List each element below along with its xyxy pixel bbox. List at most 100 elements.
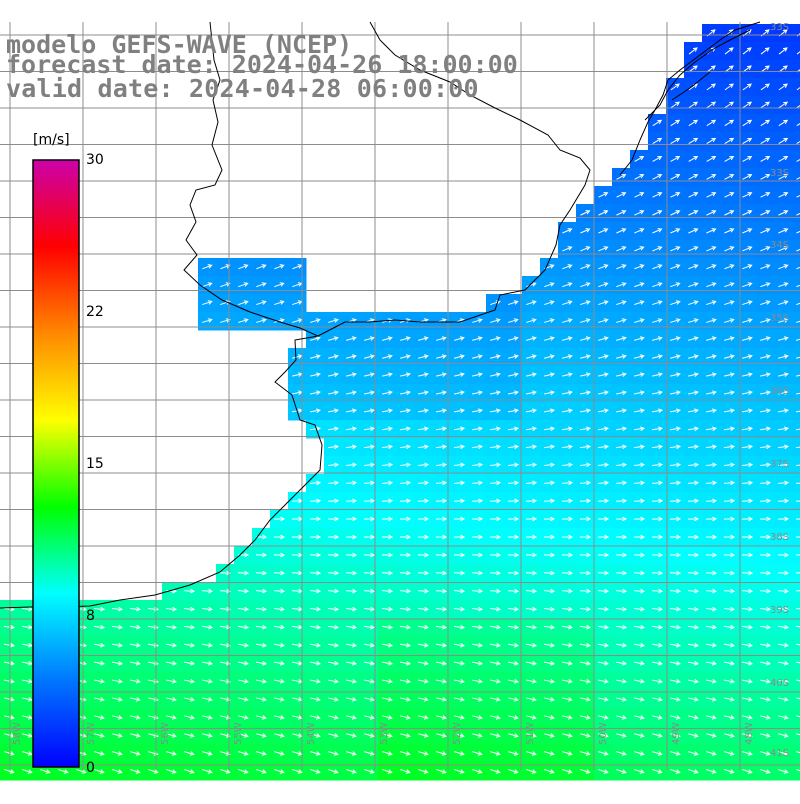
wind-arrow xyxy=(363,534,376,540)
wind-arrow xyxy=(778,751,789,756)
wind-arrow xyxy=(633,534,646,540)
wind-arrow xyxy=(508,733,519,738)
wind-arrow xyxy=(165,642,177,648)
wind-arrow xyxy=(651,660,663,666)
wind-arrow xyxy=(310,697,321,702)
wind-arrow xyxy=(760,65,770,73)
wind-arrow xyxy=(543,462,556,468)
wind-arrow xyxy=(400,336,411,341)
wind-arrow xyxy=(615,480,628,486)
wind-arrow xyxy=(724,354,735,359)
wind-arrow xyxy=(705,588,718,594)
wind-arrow xyxy=(742,156,753,162)
wind-arrow xyxy=(345,679,357,684)
wind-arrow xyxy=(238,751,249,756)
wind-arrow xyxy=(598,300,609,306)
wind-arrow xyxy=(579,642,591,648)
wind-arrow xyxy=(616,715,627,720)
wind-arrow xyxy=(669,390,681,395)
wind-arrow xyxy=(382,697,393,702)
wind-arrow xyxy=(597,534,610,540)
wind-arrow xyxy=(634,354,645,359)
wind-arrow xyxy=(345,462,358,468)
wind-arrow xyxy=(615,642,627,648)
wind-arrow xyxy=(742,210,753,216)
wind-arrow xyxy=(525,444,537,450)
wind-arrow xyxy=(742,697,753,702)
wind-arrow xyxy=(237,679,249,684)
wind-arrow xyxy=(436,372,447,377)
wind-arrow xyxy=(669,408,681,414)
wind-arrow xyxy=(616,354,627,359)
wind-arrow xyxy=(616,751,627,756)
wind-arrow xyxy=(346,751,357,756)
wind-arrow xyxy=(652,119,663,127)
field-cell xyxy=(792,168,800,187)
wind-arrow xyxy=(489,606,502,612)
wind-arrow xyxy=(777,679,789,684)
wind-arrow xyxy=(598,318,609,323)
wind-arrow xyxy=(345,498,358,504)
wind-arrow xyxy=(454,697,465,702)
wind-arrow xyxy=(472,751,483,756)
wind-arrow xyxy=(130,768,141,774)
wind-arrow xyxy=(435,390,447,395)
wind-arrow xyxy=(742,751,753,756)
wind-arrow xyxy=(616,372,627,377)
wind-arrow xyxy=(327,390,339,395)
lon-label-54w: 54W xyxy=(306,722,317,745)
wind-arrow xyxy=(543,408,555,414)
wind-arrow xyxy=(741,642,753,648)
lon-label-55w: 55W xyxy=(233,722,244,745)
wind-arrow xyxy=(706,282,717,288)
wind-arrow xyxy=(562,282,573,288)
wind-arrow xyxy=(723,426,735,432)
wind-arrow xyxy=(489,588,502,594)
wind-arrow xyxy=(543,660,555,666)
wind-arrow xyxy=(490,768,501,774)
wind-arrow xyxy=(489,642,501,648)
wind-arrow xyxy=(327,498,340,504)
wind-arrow xyxy=(327,408,339,414)
wind-arrow xyxy=(579,408,591,414)
wind-arrow xyxy=(111,660,123,666)
wind-arrow xyxy=(543,588,556,594)
wind-arrow xyxy=(669,606,682,612)
wind-arrow xyxy=(219,660,231,666)
wind-arrow xyxy=(273,588,286,594)
wind-arrow xyxy=(634,768,645,774)
wind-arrow xyxy=(724,65,734,73)
wind-arrow xyxy=(562,697,573,702)
wind-arrow xyxy=(94,751,105,756)
wind-arrow xyxy=(400,715,411,720)
wind-arrow xyxy=(796,212,800,216)
wind-arrow xyxy=(364,372,375,377)
wind-arrow xyxy=(759,624,772,630)
wind-arrow xyxy=(111,606,124,612)
wind-arrow xyxy=(525,498,538,504)
wind-arrow xyxy=(579,516,592,522)
wind-arrow xyxy=(202,300,213,306)
wind-arrow xyxy=(777,426,789,432)
wind-arrow xyxy=(256,733,267,738)
wind-arrow xyxy=(184,768,195,774)
wind-arrow xyxy=(112,751,123,756)
wind-arrow xyxy=(652,715,663,720)
wind-arrow xyxy=(688,192,699,198)
wind-arrow xyxy=(706,354,717,359)
wind-arrow xyxy=(490,372,501,377)
wind-arrow xyxy=(255,660,267,666)
wind-arrow xyxy=(634,192,645,198)
wind-arrow xyxy=(598,192,609,198)
wind-arrow xyxy=(436,354,447,359)
wind-arrow xyxy=(309,498,322,504)
wind-arrow xyxy=(796,51,800,55)
wind-arrow xyxy=(453,408,465,414)
wind-arrow xyxy=(706,65,716,73)
wind-arrow xyxy=(778,192,789,198)
wind-arrow xyxy=(345,642,357,648)
wind-arrow xyxy=(453,516,466,522)
wind-arrow xyxy=(598,715,609,720)
wind-arrow xyxy=(256,318,267,323)
wind-arrow xyxy=(706,372,717,377)
